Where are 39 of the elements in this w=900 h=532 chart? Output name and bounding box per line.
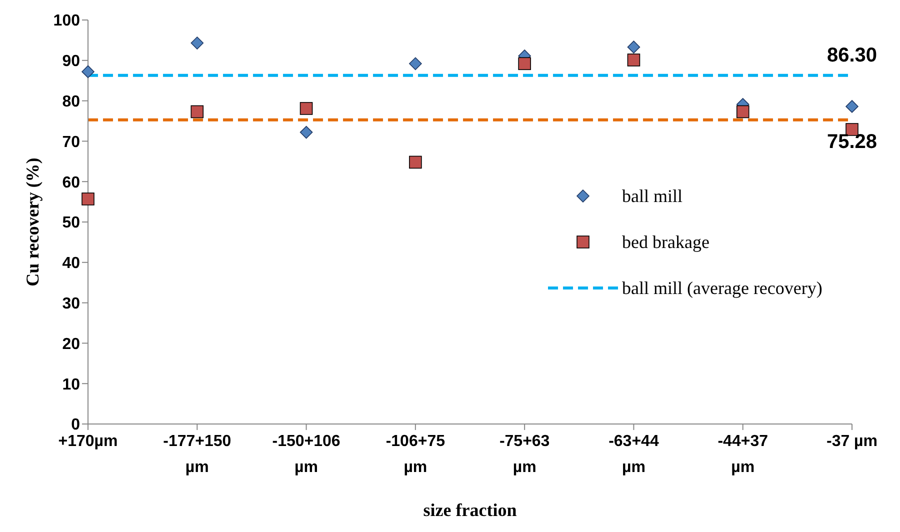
- point: [627, 54, 640, 66]
- y-tick-label: 50: [62, 214, 80, 232]
- point: [627, 40, 640, 54]
- x-tick-label: -44+37 µm: [718, 433, 768, 476]
- x-tick-label: -177+150 µm: [163, 433, 232, 476]
- x-tick-label: -75+63 µm: [499, 433, 550, 476]
- y-axis-title: Cu recovery (%): [22, 158, 42, 286]
- x-tick-label: -150+106 µm: [272, 433, 340, 476]
- x-axis-title: size fraction: [423, 500, 517, 520]
- y-tick-label: 100: [53, 12, 80, 30]
- point: [409, 156, 422, 169]
- point: [409, 57, 422, 70]
- y-tick-label: 30: [62, 295, 80, 312]
- y-tick-label: 20: [62, 336, 80, 353]
- legend-label: ball mill (average recovery): [622, 278, 822, 298]
- y-tick-label: 70: [62, 134, 80, 151]
- point: [300, 126, 313, 139]
- point: [82, 192, 94, 206]
- legend-label: ball mill: [622, 186, 682, 206]
- point: [736, 105, 750, 118]
- annotation: 75.28: [826, 131, 878, 154]
- point: [300, 102, 313, 115]
- y-tick-label: 60: [62, 174, 80, 192]
- point: [190, 105, 204, 118]
- y-tick-label: 10: [62, 376, 80, 394]
- x-tick-label: +170µm: [58, 433, 118, 450]
- y-tick-label: 40: [62, 255, 80, 272]
- point: [190, 36, 204, 50]
- point: [846, 100, 858, 113]
- x-tick-label: -63+44 µm: [608, 433, 659, 476]
- annotation: 86.30: [826, 44, 878, 66]
- y-tick-label: 0: [71, 416, 80, 434]
- y-tick-label: 80: [62, 93, 80, 110]
- y-tick-label: 90: [62, 53, 80, 70]
- point: [82, 65, 94, 78]
- x-tick-label: -106+75 µm: [386, 433, 446, 476]
- legend-label: bed brakage: [622, 232, 710, 252]
- x-tick-label: -37 µm: [826, 433, 878, 450]
- point: [518, 57, 531, 70]
